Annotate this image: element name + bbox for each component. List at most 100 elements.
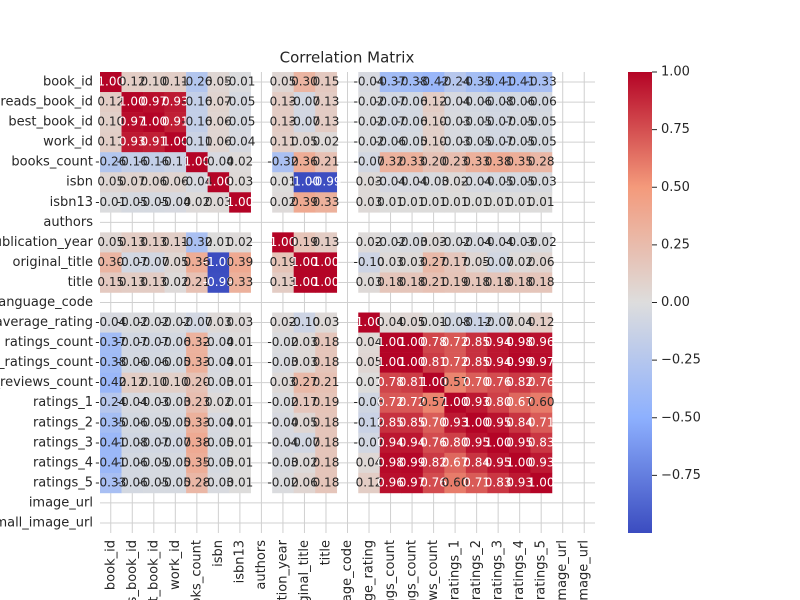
heatmap-cell <box>530 432 553 454</box>
heatmap-cell <box>530 392 553 414</box>
heatmap-cell <box>444 472 467 494</box>
heatmap-cell <box>293 332 316 353</box>
heatmap-cell <box>487 412 510 434</box>
heatmap-cell <box>121 72 144 93</box>
heatmap-cell <box>465 432 488 454</box>
heatmap-cell <box>207 112 230 133</box>
heatmap-cell <box>186 232 208 253</box>
cell-label: -0.07 <box>353 435 384 449</box>
cell-label: -0.04 <box>95 315 126 329</box>
heatmap-cell <box>315 92 338 113</box>
heatmap-cell <box>100 172 122 193</box>
cell-label: -0.05 <box>203 435 234 449</box>
heatmap-cell <box>229 92 251 113</box>
heatmap-cell <box>358 332 381 353</box>
cell-label: 0.81 <box>399 375 426 389</box>
heatmap-cell <box>487 72 510 93</box>
cell-label: -0.06 <box>461 95 492 109</box>
heatmap-cell <box>100 112 122 133</box>
heatmap-cell <box>401 352 424 373</box>
heatmap-cell <box>508 92 531 113</box>
heatmap-cell <box>508 232 531 253</box>
cell-label: 0.18 <box>313 455 340 469</box>
colorbar-tick-label: −0.25 <box>661 353 701 368</box>
heatmap-cell <box>207 312 230 333</box>
cell-label: -0.07 <box>160 435 191 449</box>
cell-label: -0.38 <box>397 75 428 89</box>
y-tick-label: language_code <box>0 295 93 310</box>
cell-label: 0.02 <box>162 275 189 289</box>
cell-label: 1.00 <box>377 355 404 369</box>
cell-label: -0.05 <box>138 475 169 489</box>
x-tick-label: ratings_5 <box>534 540 549 600</box>
heatmap-cell <box>401 252 424 273</box>
heatmap-cell <box>143 112 165 133</box>
cell-label: -0.24 <box>440 75 471 89</box>
cell-label: -0.12 <box>353 415 384 429</box>
cell-label: 0.02 <box>183 195 210 209</box>
heatmap-cell <box>465 232 488 253</box>
cell-label: 0.38 <box>183 435 210 449</box>
cell-label: 0.84 <box>463 455 490 469</box>
heatmap-cell <box>444 112 467 133</box>
heatmap-cell <box>143 152 165 173</box>
cell-label: 0.27 <box>420 255 447 269</box>
cell-label: -0.05 <box>138 195 169 209</box>
cell-label: 0.36 <box>291 155 318 169</box>
cell-label: 0.03 <box>291 355 318 369</box>
cell-label: -0.06 <box>375 135 406 149</box>
cell-label: -0.03 <box>418 175 449 189</box>
heatmap-cell <box>444 392 467 414</box>
cell-label: -1.00 <box>203 255 234 269</box>
heatmap-cell <box>401 312 424 333</box>
cell-label: 0.83 <box>485 475 512 489</box>
heatmap-cell <box>358 392 381 414</box>
heatmap-cell <box>121 372 144 393</box>
cell-label: 0.96 <box>528 335 555 349</box>
heatmap-cell <box>207 332 230 353</box>
heatmap-cell <box>508 352 531 373</box>
cell-label: 0.99 <box>399 455 426 469</box>
colorbar-tick-label: −0.50 <box>661 410 701 425</box>
heatmap-cell <box>530 272 553 293</box>
heatmap-cell <box>530 112 553 133</box>
heatmap-cell <box>121 452 144 474</box>
heatmap-cell <box>358 412 381 434</box>
cell-label: -0.10 <box>289 315 320 329</box>
cell-label: -0.16 <box>117 155 148 169</box>
heatmap-cell <box>422 332 445 353</box>
heatmap-cell <box>100 132 122 153</box>
heatmap-cell <box>487 152 510 173</box>
cell-label: 0.95 <box>506 435 533 449</box>
cell-label: 0.91 <box>162 115 189 129</box>
cell-label: 0.01 <box>227 415 254 429</box>
heatmap-cell <box>186 172 208 193</box>
cell-label: -0.07 <box>353 155 384 169</box>
cell-label: 0.01 <box>270 175 297 189</box>
y-tick-label: goodreads_book_id <box>0 95 93 110</box>
heatmap-cell <box>229 472 251 494</box>
heatmap-cell <box>487 452 510 474</box>
heatmap-cell <box>379 132 402 153</box>
heatmap-cell <box>487 92 510 113</box>
cell-label: -0.02 <box>353 95 384 109</box>
cell-label: 0.02 <box>205 395 232 409</box>
cell-label: -0.07 <box>138 335 169 349</box>
heatmap-cell <box>508 272 531 293</box>
cell-label: -0.11 <box>160 155 191 169</box>
cell-label: 0.06 <box>205 115 232 129</box>
y-tick-label: isbn <box>66 175 93 190</box>
cell-label: 0.03 <box>399 255 426 269</box>
heatmap-cell <box>293 192 316 213</box>
heatmap-cell <box>100 92 122 113</box>
heatmap-cell <box>293 112 316 133</box>
cell-label: 0.93 <box>506 475 533 489</box>
x-tick-label: original_publication_year <box>275 539 290 600</box>
cell-label: 0.01 <box>463 195 490 209</box>
cell-label: 0.70 <box>420 415 447 429</box>
heatmap-cell <box>164 252 187 273</box>
heatmap-cell <box>358 92 381 113</box>
cell-label: -0.04 <box>461 235 492 249</box>
cell-label: 1.00 <box>313 275 340 289</box>
cell-label: 0.01 <box>399 195 426 209</box>
